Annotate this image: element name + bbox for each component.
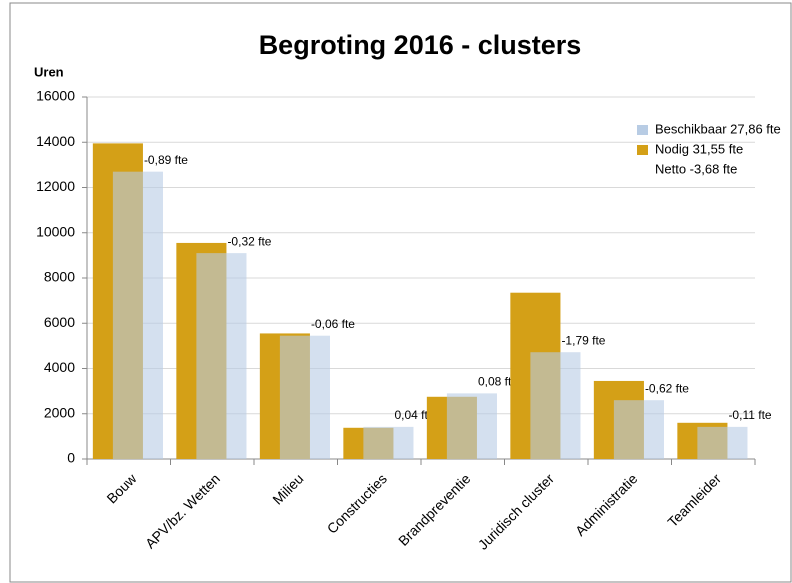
difference-label: -0,06 fte [311,317,355,331]
difference-label: -1,79 fte [561,333,605,347]
y-tick-label: 2000 [44,404,75,420]
y-tick-label: 6000 [44,314,75,330]
legend-swatch [637,125,648,135]
bar [196,253,247,459]
y-tick-label: 4000 [44,359,75,375]
difference-label: -0,32 fte [227,234,271,248]
legend-swatch [637,145,648,155]
legend-label: Beschikbaar 27,86 fte [655,121,781,136]
bar [279,335,330,459]
difference-label: -0,11 fte [728,408,771,422]
y-tick-label: 14000 [36,133,75,149]
difference-label: 0,08 fte [478,375,518,389]
legend-label: Nodig 31,55 fte [655,141,743,156]
y-tick-label: 0 [67,450,75,466]
y-axis-label: Uren [34,64,64,79]
difference-label: -0,62 fte [645,381,689,395]
bar [363,426,414,459]
y-tick-label: 16000 [36,88,75,104]
bar [446,393,497,459]
bar [697,426,748,459]
y-tick-label: 8000 [44,269,75,285]
y-tick-label: 12000 [36,178,75,194]
bar [530,352,581,459]
bar [613,400,664,459]
difference-label: 0,04 fte [394,408,434,422]
bar [112,171,163,459]
legend-note: Netto -3,68 fte [655,161,737,176]
y-tick-label: 10000 [36,223,75,239]
difference-label: -0,89 fte [144,153,188,167]
chart-title: Begroting 2016 - clusters [259,30,582,60]
